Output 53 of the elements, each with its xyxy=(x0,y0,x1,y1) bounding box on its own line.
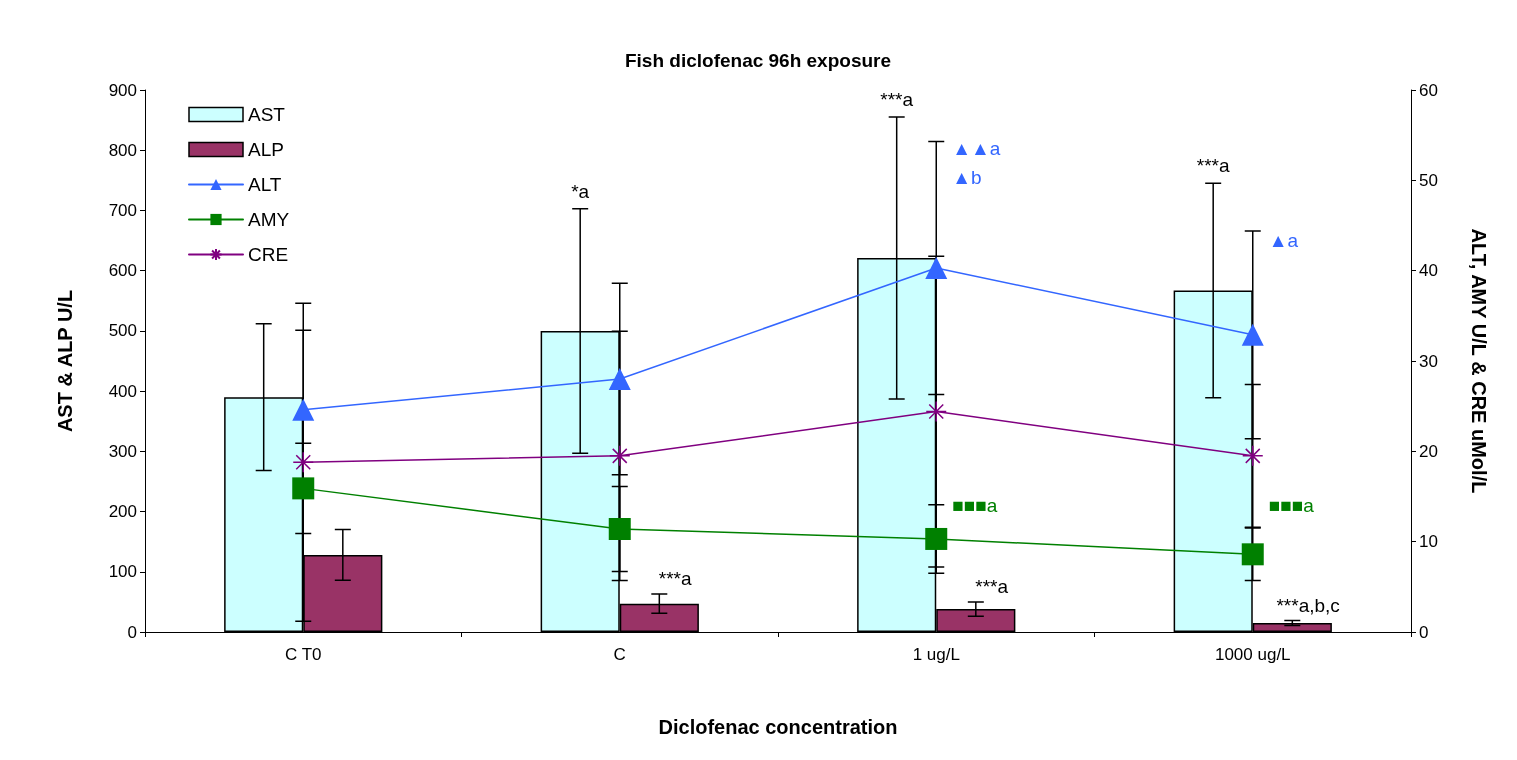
y2-tick-label: 50 xyxy=(1419,170,1438,190)
point xyxy=(925,527,948,550)
annotation: ▲b xyxy=(952,166,982,188)
y-tick-label: 800 xyxy=(108,140,137,160)
x-tick-label: 1 ug/L xyxy=(912,645,960,664)
annotation: ▲a xyxy=(1268,230,1299,252)
annotation: *a xyxy=(571,180,590,202)
point xyxy=(292,451,314,473)
point xyxy=(292,398,315,421)
legend-label: CRE xyxy=(248,244,289,265)
point xyxy=(1241,543,1264,566)
legend-label: ALT xyxy=(248,174,282,195)
y2-tick-label: 30 xyxy=(1419,351,1438,371)
x-tick-label: C xyxy=(613,645,626,664)
y-tick-label: 300 xyxy=(108,441,137,461)
chart-title: Fish diclofenac 96h exposure xyxy=(624,50,892,71)
point xyxy=(925,400,947,423)
point xyxy=(608,368,631,391)
y-tick-label: 700 xyxy=(108,200,137,220)
point xyxy=(608,518,631,541)
point xyxy=(292,477,315,500)
legend-label: AST xyxy=(248,104,286,125)
y2-tick-label: 0 xyxy=(1419,622,1429,642)
annotation: ***a xyxy=(880,89,914,111)
y-tick-label: 200 xyxy=(108,502,137,522)
x-tick-label: C T0 xyxy=(284,645,322,664)
point xyxy=(925,256,948,279)
annotation: ■■■a xyxy=(952,495,998,517)
y-tick-label: 600 xyxy=(108,261,137,281)
x-axis-title: Diclofenac concentration xyxy=(658,716,898,738)
y-tick-label: 400 xyxy=(108,381,137,401)
y2-tick-label: 60 xyxy=(1419,80,1438,100)
point xyxy=(609,445,631,467)
x-tick-label: 1000 ug/L xyxy=(1214,645,1291,664)
annotation: ***a,b,c xyxy=(1276,594,1340,616)
legend-label: ALP xyxy=(248,139,284,160)
annotation: ***a xyxy=(658,568,692,590)
annotation: ■■■a xyxy=(1268,495,1315,517)
y2-axis-title: ALT, AMY U/L & CRE uMol/L xyxy=(1468,228,1490,494)
legend-label: AMY xyxy=(248,209,290,230)
y-tick-label: 900 xyxy=(108,80,137,100)
point xyxy=(1241,323,1264,346)
y-tick-label: 0 xyxy=(127,622,137,642)
y-tick-label: 500 xyxy=(108,321,137,341)
y2-tick-label: 40 xyxy=(1419,261,1438,281)
y2-tick-label: 10 xyxy=(1419,532,1438,552)
annotation: ***a xyxy=(975,575,1009,597)
y-axis-title: AST & ALP U/L xyxy=(54,289,76,433)
point xyxy=(1242,445,1264,467)
annotation: ***a xyxy=(1196,155,1230,177)
annotation: ▲▲a xyxy=(952,137,1001,159)
y-tick-label: 100 xyxy=(108,562,137,582)
y2-tick-label: 20 xyxy=(1419,441,1438,461)
